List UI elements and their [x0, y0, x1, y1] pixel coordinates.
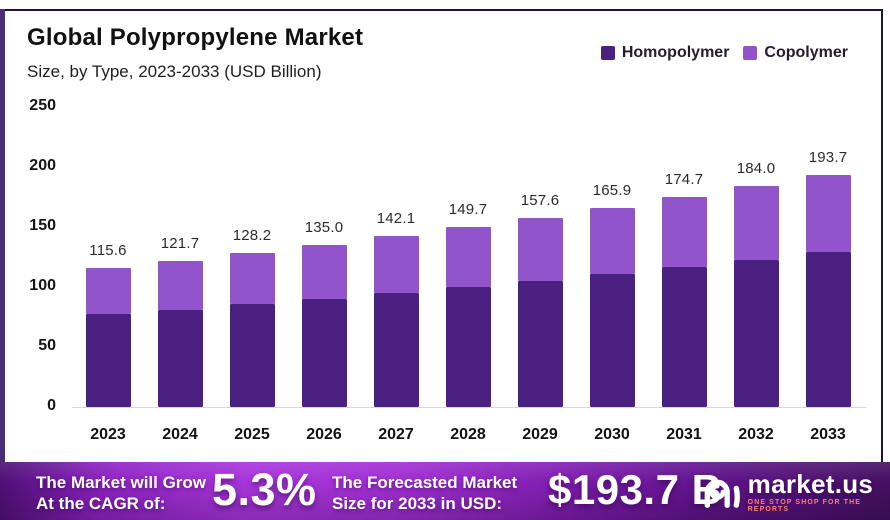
- cagr-caption-line1: The Market will Grow: [36, 473, 207, 492]
- bar-2026-copolymer: [301, 245, 347, 299]
- bar-2030-copolymer: [589, 207, 635, 275]
- forecast-caption-line1: The Forecasted Market: [332, 473, 518, 492]
- bar-2033-homopolymer: [805, 252, 851, 407]
- bar-2029-copolymer: [517, 217, 563, 281]
- bar-2025-copolymer: [229, 253, 275, 305]
- legend-item-copolymer: Copolymer: [743, 44, 848, 62]
- x-tick-label: 2023: [90, 426, 126, 443]
- market-us-swirl-icon: [704, 479, 740, 508]
- y-tick-label: 250: [29, 97, 56, 114]
- panel-left-accent: [0, 9, 5, 462]
- bar-2026-homopolymer: [301, 299, 347, 407]
- bar-2024-copolymer: [157, 260, 203, 310]
- bar-value-label: 174.7: [664, 171, 704, 189]
- bar-2028-homopolymer: [445, 287, 491, 407]
- bar-value-label: 128.2: [232, 227, 272, 245]
- brand-tagline: ONE STOP SHOP FOR THE REPORTS: [747, 499, 861, 513]
- homopolymer-swatch-icon: [600, 46, 615, 60]
- bar-2024-homopolymer: [157, 309, 203, 407]
- bar-value-label: 149.7: [448, 201, 488, 219]
- bottom-banner: The Market will Grow At the CAGR of: 5.3…: [0, 462, 890, 520]
- bar-value-label: 157.6: [520, 191, 560, 209]
- y-tick-label: 0: [47, 397, 56, 414]
- copolymer-swatch-icon: [743, 46, 758, 60]
- bar-value-label: 135.0: [304, 219, 344, 236]
- page-subtitle: Size, by Type, 2023-2033 (USD Billion): [27, 62, 322, 81]
- forecast-caption-line2: Size for 2033 in USD:: [332, 494, 503, 513]
- x-tick-label: 2028: [450, 426, 486, 443]
- bar-2032-homopolymer: [733, 259, 779, 407]
- panel-right-border: [881, 9, 883, 462]
- y-tick-label: 200: [29, 157, 56, 174]
- bar-2027-homopolymer: [373, 293, 419, 407]
- bar-2023-copolymer: [85, 268, 131, 315]
- legend-label-homopolymer: Homopolymer: [621, 44, 730, 61]
- brand-logo: market.us ONE STOP SHOP FOR THE REPORTS: [702, 469, 890, 513]
- panel-top-border: [0, 9, 883, 11]
- page-title: Global Polypropylene Market: [27, 24, 364, 51]
- x-tick-label: 2031: [666, 426, 702, 443]
- x-tick-label: 2024: [162, 426, 198, 443]
- bar-2031-copolymer: [661, 197, 707, 268]
- bar-value-label: 142.1: [376, 210, 416, 228]
- legend-item-homopolymer: Homopolymer: [600, 44, 730, 62]
- x-tick-label: 2030: [594, 426, 630, 443]
- cagr-caption: The Market will Grow At the CAGR of:: [36, 472, 206, 514]
- bar-value-label: 115.6: [89, 242, 127, 260]
- bar-2032-copolymer: [733, 186, 779, 260]
- cagr-caption-line2: At the CAGR of:: [36, 494, 166, 513]
- bar-2033-copolymer: [805, 174, 851, 253]
- x-tick-label: 2026: [306, 426, 342, 443]
- chart-legend: Homopolymer Copolymer: [600, 44, 848, 62]
- bar-2030-homopolymer: [589, 274, 635, 407]
- x-tick-label: 2027: [378, 426, 414, 443]
- forecast-value: $193.7 B: [548, 466, 723, 513]
- x-tick-label: 2025: [234, 426, 270, 443]
- x-tick-label: 2029: [522, 426, 558, 443]
- bar-value-label: 165.9: [592, 181, 632, 199]
- bar-value-label: 193.7: [808, 148, 848, 166]
- bar-2027-copolymer: [373, 236, 419, 294]
- brand-name: market.us: [747, 469, 874, 499]
- x-axis-baseline: [72, 407, 866, 408]
- bar-value-label: 184.0: [736, 160, 776, 178]
- bar-2031-homopolymer: [661, 267, 707, 407]
- bar-2028-copolymer: [445, 227, 491, 288]
- bar-2023-homopolymer: [85, 314, 131, 407]
- bar-2029-homopolymer: [517, 280, 563, 407]
- cagr-value: 5.3%: [212, 464, 317, 515]
- y-tick-label: 150: [29, 217, 56, 234]
- bar-2025-homopolymer: [229, 304, 275, 407]
- y-tick-label: 100: [29, 277, 56, 294]
- legend-label-copolymer: Copolymer: [764, 44, 848, 61]
- forecast-caption: The Forecasted Market Size for 2033 in U…: [332, 472, 517, 514]
- x-tick-label: 2033: [810, 426, 846, 443]
- y-tick-label: 50: [38, 337, 56, 354]
- bar-value-label: 121.7: [160, 234, 200, 252]
- x-tick-label: 2032: [738, 426, 774, 443]
